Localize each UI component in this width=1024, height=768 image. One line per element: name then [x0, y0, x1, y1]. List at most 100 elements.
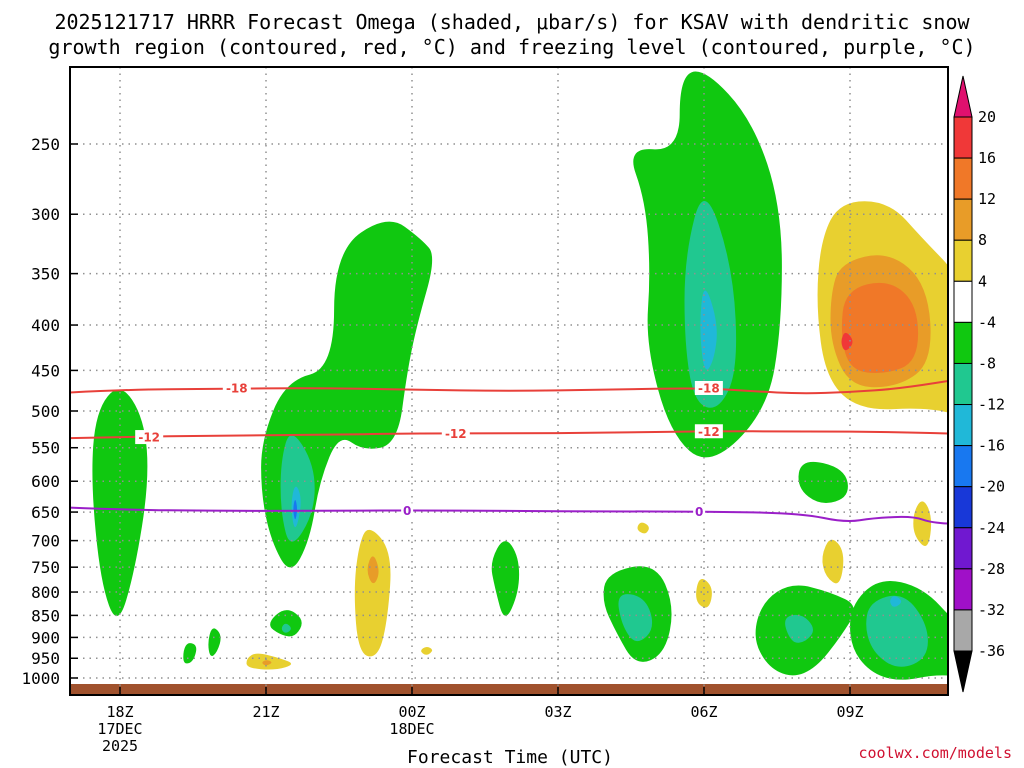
x-tick-label: 18Z	[106, 703, 133, 721]
contour-label: -12	[138, 431, 160, 445]
omega-region-ascent-low-2	[491, 541, 520, 616]
colorbar-bin-under-minus36	[953, 650, 973, 693]
omega-region-subsidence-small-d	[637, 522, 649, 534]
y-tick-label: 900	[31, 628, 60, 647]
colorbar: 20 16 12 8 4 -4 -8 -12 -16 -20 -24 -28 -32 -36	[953, 75, 1005, 693]
colorbar-bin	[953, 486, 973, 529]
colorbar-tick-label: 20	[978, 108, 996, 126]
y-tick-label: 700	[31, 532, 60, 551]
ground-surface	[70, 684, 948, 695]
colorbar-tick-label: 4	[978, 272, 987, 290]
contour-label: 0	[695, 505, 703, 519]
omega-region-ascent-low-5-core	[866, 595, 928, 667]
credit-text[interactable]: coolwx.com/models	[858, 744, 1012, 762]
colorbar-tick-label: 8	[978, 231, 987, 249]
colorbar-bin-over-20	[953, 75, 973, 118]
colorbar-bin	[953, 321, 973, 364]
omega-region-subsidence-0	[354, 529, 391, 657]
colorbar-bin	[953, 239, 973, 282]
x-tick-label: 00Z	[398, 703, 425, 721]
colorbar-bin	[953, 280, 973, 323]
x-tick-label: 17DEC	[97, 720, 142, 738]
contour-label-bg	[401, 503, 414, 518]
contour-label-bg	[441, 426, 470, 441]
colorbar-tick-label: -36	[978, 642, 1005, 660]
omega-region-ascent-21z-peak	[293, 500, 297, 520]
y-tick-label: 950	[31, 649, 60, 668]
y-tick-label: 250	[31, 135, 60, 154]
contour-label: -12	[445, 427, 467, 441]
contour-label-bg	[693, 504, 706, 519]
omega-region-ascent-low-1	[270, 610, 302, 637]
x-tick-label: 03Z	[544, 703, 571, 721]
colorbar-bin	[953, 445, 973, 488]
omega-region-ascent-08z-blob	[798, 461, 848, 504]
omega-region-subsidence-small-e	[421, 647, 433, 655]
y-tick-label: 400	[31, 316, 60, 335]
chart-title-line-2: growth region (contoured, red, °C) and f…	[48, 35, 975, 59]
contour-freezing-level	[70, 506, 948, 525]
omega-region-ascent-small-a	[183, 643, 197, 664]
contour-label: -18	[698, 381, 720, 395]
colorbar-bin	[953, 527, 973, 570]
x-tick-label: 21Z	[252, 703, 279, 721]
x-axis-label: Forecast Time (UTC)	[407, 747, 613, 768]
omega-region-subsidence-09z-inner	[841, 282, 919, 374]
x-tick-label: 18DEC	[389, 720, 434, 738]
contour-label-bg	[694, 380, 723, 395]
y-tick-label: 1000	[21, 669, 60, 688]
colorbar-tick-label: 16	[978, 149, 996, 167]
contour-label: -12	[698, 425, 720, 439]
contour-label-bg	[135, 430, 164, 445]
colorbar-tick-label: -16	[978, 437, 1005, 455]
colorbar-tick-label: -28	[978, 560, 1005, 578]
omega-region-subsidence-0-core	[367, 556, 379, 584]
x-tick-label: 06Z	[690, 703, 717, 721]
omega-region-ascent-low-3-core	[618, 594, 653, 642]
colorbar-tick-label: -12	[978, 396, 1005, 414]
colorbar-tick-label: -4	[978, 313, 996, 331]
y-tick-label: 600	[31, 472, 60, 491]
omega-region-subsidence-small-c	[913, 501, 932, 546]
temperature-contours	[70, 379, 948, 525]
y-tick-label: 500	[31, 402, 60, 421]
omega-region-subsidence-small-a	[696, 579, 712, 608]
x-tick-label: 09Z	[836, 703, 863, 721]
omega-shading	[92, 71, 948, 680]
contour-labels: -18 -18 -12 -12 -12 0 0	[135, 380, 723, 519]
y-tick-label: 350	[31, 265, 60, 284]
contour-label: 0	[403, 504, 411, 518]
plot-frame	[69, 66, 949, 696]
omega-region-ascent-far-right-low	[939, 627, 948, 667]
colorbar-tick-label: -8	[978, 354, 996, 372]
contour-label: -18	[226, 381, 248, 395]
contour-label-bg	[222, 380, 251, 395]
y-tick-label: 300	[31, 205, 60, 224]
y-axis-ticks: 250 300 350 400 450 500 550 600 650 700 750 800 850 9…	[21, 135, 78, 688]
colorbar-tick-label: -24	[978, 519, 1005, 537]
omega-region-subsidence-09z-peak	[841, 332, 853, 351]
y-tick-label: 650	[31, 503, 60, 522]
contour-label-bg	[694, 424, 723, 439]
colorbar-tick-label: 12	[978, 190, 996, 208]
y-tick-label: 850	[31, 606, 60, 625]
omega-region-subsidence-1-core	[262, 660, 272, 666]
x-tick-label: 2025	[102, 737, 138, 755]
y-tick-label: 450	[31, 361, 60, 380]
colorbar-bin	[953, 198, 973, 241]
y-tick-label: 550	[31, 439, 60, 458]
colorbar-bin	[953, 568, 973, 611]
omega-region-ascent-06z-inner	[700, 290, 717, 370]
colorbar-bin	[953, 157, 973, 200]
omega-region-ascent-low-1-core	[281, 623, 291, 633]
colorbar-bin	[953, 609, 973, 652]
y-tick-label: 800	[31, 583, 60, 602]
omega-region-subsidence-small-b	[822, 539, 844, 584]
colorbar-bin	[953, 362, 973, 406]
omega-region-ascent-low-0	[208, 628, 221, 657]
omega-region-ascent-low-5-inner	[890, 596, 902, 607]
y-tick-label: 750	[31, 558, 60, 577]
colorbar-tick-label: -32	[978, 601, 1005, 619]
